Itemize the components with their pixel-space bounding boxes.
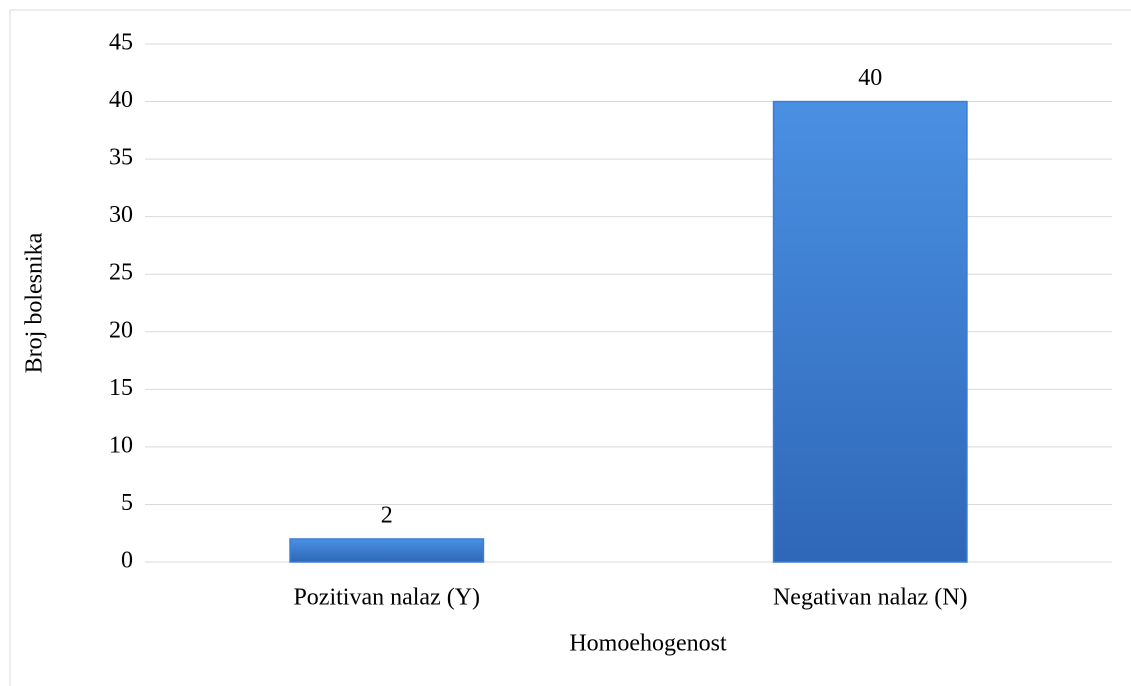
y-tick-label: 25 — [109, 260, 133, 286]
y-tick-label: 10 — [109, 432, 133, 458]
chart-border — [9, 9, 1131, 686]
y-axis-title: Broj bolesnika — [22, 232, 48, 373]
y-tick-label: 35 — [109, 145, 133, 171]
bar — [772, 100, 968, 563]
y-tick-label: 20 — [109, 317, 133, 343]
data-label: 40 — [858, 65, 882, 91]
y-tick-label: 0 — [121, 548, 133, 574]
y-tick-label: 45 — [109, 30, 133, 56]
y-tick-label: 30 — [109, 202, 133, 228]
x-tick-label: Negativan nalaz (N) — [773, 585, 968, 611]
x-axis-title: Homoehogenost — [569, 631, 727, 657]
y-tick-label: 40 — [109, 87, 133, 113]
y-tick-label: 15 — [109, 375, 133, 401]
data-label: 2 — [381, 502, 393, 528]
x-tick-label: Pozitivan nalaz (Y) — [293, 585, 480, 611]
bar — [289, 538, 485, 563]
y-tick-label: 5 — [121, 490, 133, 516]
